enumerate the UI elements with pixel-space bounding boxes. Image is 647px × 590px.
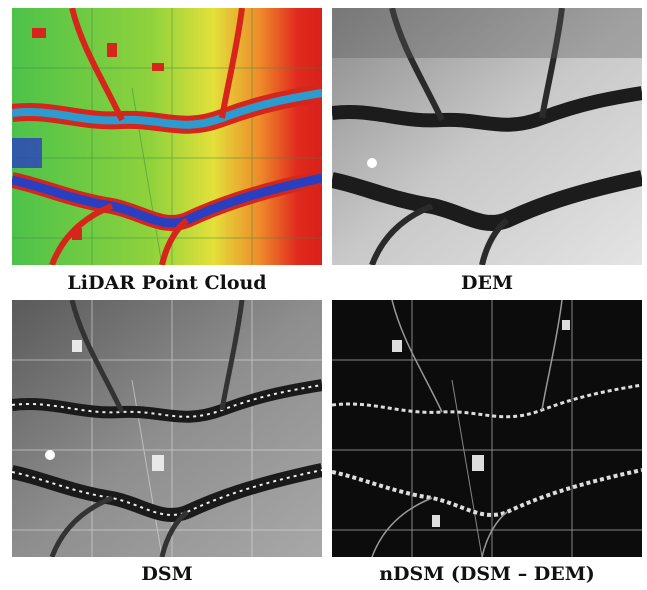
dsm-image bbox=[12, 300, 322, 557]
caption: DSM bbox=[12, 563, 322, 585]
lidar-image bbox=[12, 8, 322, 265]
caption: nDSM (DSM – DEM) bbox=[332, 563, 642, 585]
caption: LiDAR Point Cloud bbox=[12, 272, 322, 294]
figure: LiDAR Point Cloud DEM DSM nDSM (DSM – DE… bbox=[0, 0, 647, 590]
dem-image bbox=[332, 8, 642, 265]
caption: DEM bbox=[332, 272, 642, 294]
ndsm-image bbox=[332, 300, 642, 557]
